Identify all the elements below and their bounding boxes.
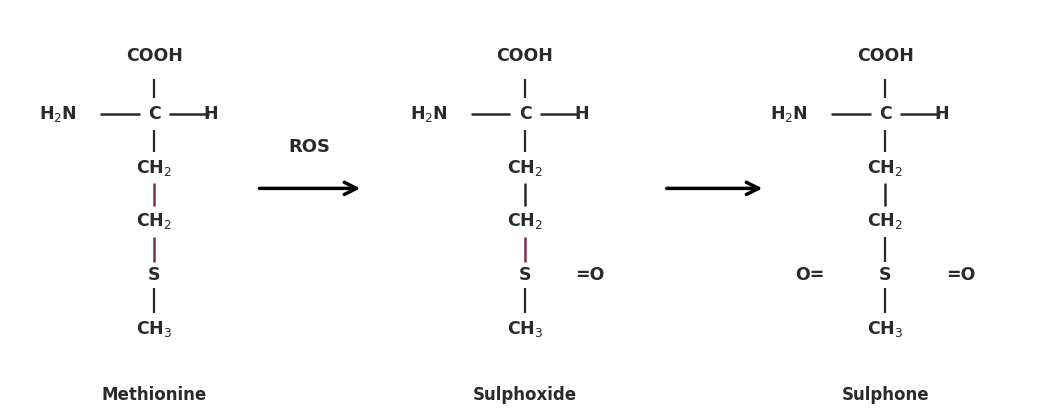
Text: CH$_2$: CH$_2$: [507, 212, 543, 232]
Text: C: C: [148, 105, 161, 123]
Text: Methionine: Methionine: [102, 385, 207, 404]
Text: COOH: COOH: [497, 47, 553, 65]
Text: Sulphoxide: Sulphoxide: [472, 385, 578, 404]
Text: CH$_2$: CH$_2$: [136, 158, 172, 178]
Text: H$_2$N: H$_2$N: [771, 104, 808, 124]
Text: S: S: [879, 266, 891, 284]
Text: S: S: [519, 266, 531, 284]
Text: =O: =O: [575, 266, 605, 284]
Text: ROS: ROS: [289, 138, 331, 156]
Text: H$_2$N: H$_2$N: [39, 104, 77, 124]
Text: C: C: [519, 105, 531, 123]
Text: CH$_2$: CH$_2$: [867, 158, 903, 178]
Text: H$_2$N: H$_2$N: [410, 104, 448, 124]
Text: H: H: [204, 105, 218, 123]
Text: CH$_2$: CH$_2$: [867, 212, 903, 232]
Text: COOH: COOH: [857, 47, 914, 65]
Text: S: S: [148, 266, 161, 284]
Text: H: H: [574, 105, 589, 123]
Text: =O: =O: [946, 266, 975, 284]
Text: Sulphone: Sulphone: [841, 385, 929, 404]
Text: CH$_2$: CH$_2$: [136, 212, 172, 232]
Text: H: H: [934, 105, 949, 123]
Text: C: C: [879, 105, 891, 123]
Text: O=: O=: [796, 266, 825, 284]
Text: CH$_3$: CH$_3$: [867, 319, 903, 339]
Text: CH$_3$: CH$_3$: [136, 319, 172, 339]
Text: CH$_2$: CH$_2$: [507, 158, 543, 178]
Text: CH$_3$: CH$_3$: [507, 319, 543, 339]
Text: COOH: COOH: [126, 47, 183, 65]
